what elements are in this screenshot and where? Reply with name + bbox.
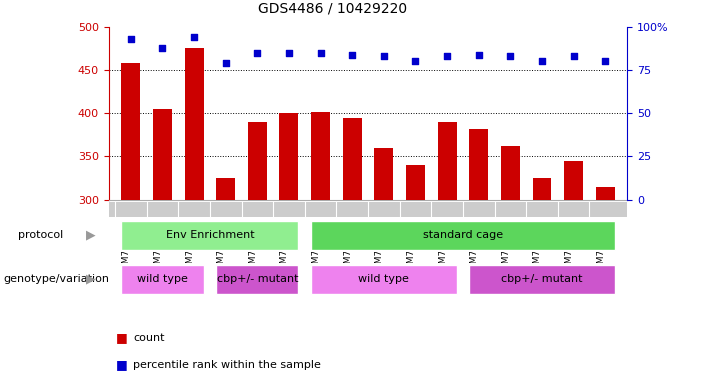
Bar (216, 265, 299, 294)
Bar (121, 265, 203, 294)
Point (536, 58, 547, 65)
Text: cbp+/- mutant: cbp+/- mutant (501, 274, 583, 285)
Bar (121, 63, 140, 200)
Bar (311, 220, 615, 250)
Bar (406, 165, 425, 200)
Text: ▶: ▶ (86, 273, 96, 286)
Bar (469, 129, 488, 200)
Point (315, 50, 326, 56)
Point (505, 53, 516, 59)
Text: ■: ■ (116, 331, 128, 344)
Text: wild type: wild type (358, 274, 409, 285)
Bar (343, 118, 362, 200)
Point (442, 53, 453, 59)
Bar (311, 112, 330, 200)
Bar (596, 187, 615, 200)
Text: wild type: wild type (137, 274, 188, 285)
Point (599, 58, 611, 65)
Text: genotype/variation: genotype/variation (4, 274, 109, 285)
Bar (121, 220, 299, 250)
Text: cbp+/- mutant: cbp+/- mutant (217, 274, 298, 285)
Bar (437, 122, 456, 200)
Bar (311, 265, 456, 294)
Point (189, 34, 200, 40)
Bar (501, 146, 520, 200)
Bar (184, 48, 203, 200)
Text: percentile rank within the sample: percentile rank within the sample (133, 360, 321, 370)
Text: protocol: protocol (18, 230, 63, 240)
Point (410, 58, 421, 65)
Text: GDS4486 / 10429220: GDS4486 / 10429220 (259, 2, 407, 15)
Text: ■: ■ (116, 358, 128, 371)
Bar (469, 265, 615, 294)
Bar (216, 178, 235, 200)
Text: ▶: ▶ (86, 229, 96, 242)
Bar (280, 113, 299, 200)
Point (379, 53, 390, 59)
Bar (533, 178, 552, 200)
Text: standard cage: standard cage (423, 230, 503, 240)
Point (220, 60, 231, 66)
Bar (248, 122, 267, 200)
Bar (153, 109, 172, 200)
Point (473, 51, 484, 58)
Point (568, 53, 579, 59)
Bar (564, 161, 583, 200)
Text: count: count (133, 333, 165, 343)
Point (283, 50, 294, 56)
Point (125, 36, 137, 42)
Bar (374, 148, 393, 200)
Point (252, 50, 263, 56)
Text: Env Enrichment: Env Enrichment (165, 230, 254, 240)
Point (346, 51, 358, 58)
Point (157, 45, 168, 51)
